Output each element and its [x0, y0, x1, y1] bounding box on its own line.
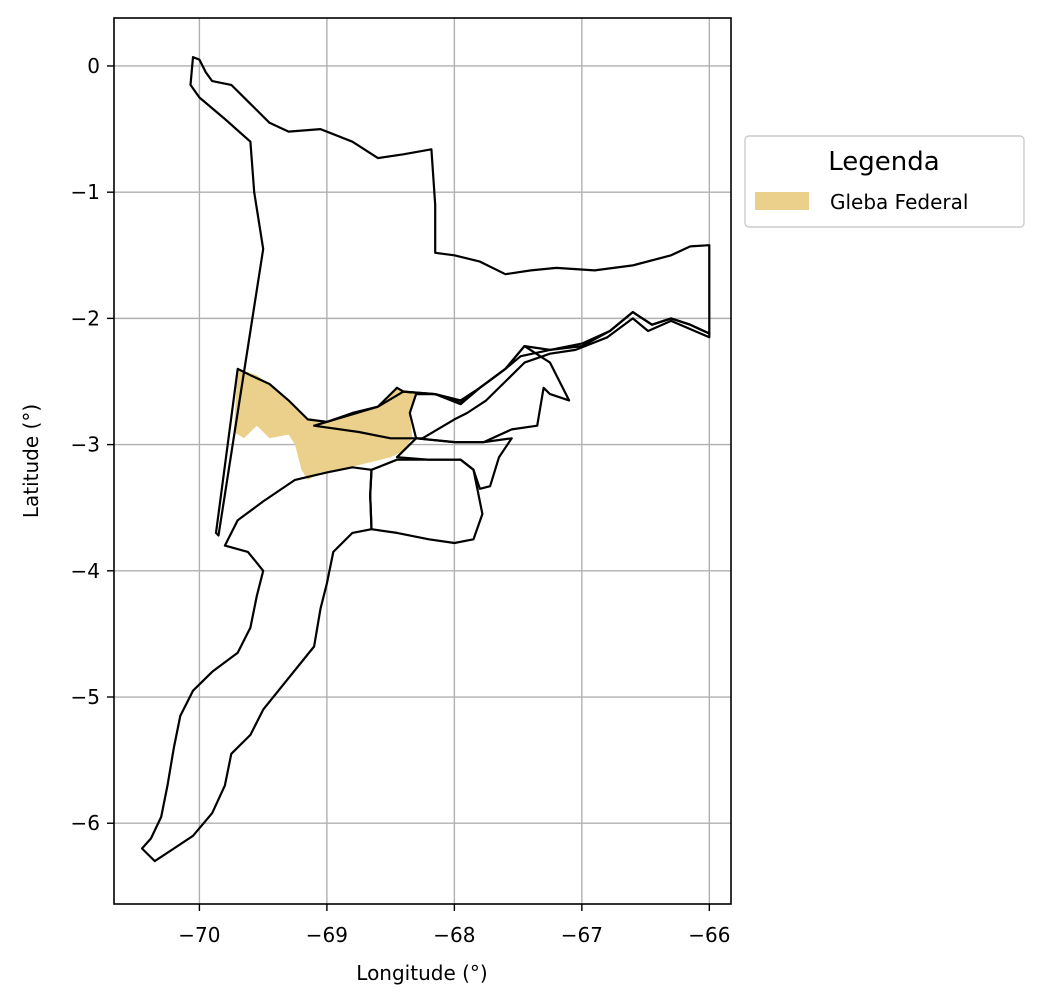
y-axis-ticks: 0 −1 −2 −3 −4 −5 −6	[71, 54, 114, 835]
legend-label-gleba-federal: Gleba Federal	[830, 190, 968, 214]
y-tick-label: −4	[71, 559, 100, 583]
x-tick-label: −68	[433, 923, 475, 947]
east-inner-municipality-boundary	[408, 345, 571, 444]
x-tick-label: −69	[306, 923, 348, 947]
gleba-federal-polygon	[233, 368, 417, 480]
grid-lines	[114, 18, 731, 904]
y-axis-label: Latitude (°)	[19, 404, 43, 518]
plot-frame	[113, 17, 732, 905]
x-tick-label: −67	[561, 923, 603, 947]
y-tick-label: −6	[71, 811, 100, 835]
municipality-boundaries	[140, 56, 711, 863]
north-municipality-boundary	[189, 56, 711, 537]
legend-box	[744, 135, 1025, 228]
y-tick-label: −2	[71, 306, 100, 330]
legend-title: Legenda	[828, 147, 939, 177]
gleba-federal-area	[233, 368, 417, 480]
south-municipality-boundary	[140, 466, 373, 863]
x-axis-label: Longitude (°)	[356, 961, 487, 985]
y-tick-label: −5	[71, 685, 100, 709]
x-tick-label: −66	[688, 923, 730, 947]
x-axis-ticks: −70 −69 −68 −67 −66	[178, 904, 730, 947]
legend-swatch-gleba-federal	[755, 192, 809, 210]
y-tick-label: −3	[71, 433, 100, 457]
legend: Legenda Gleba Federal	[744, 135, 1025, 228]
south-middle-municipality-boundary	[369, 458, 484, 545]
y-tick-label: 0	[87, 54, 100, 78]
x-tick-label: −70	[178, 923, 220, 947]
y-tick-label: −1	[71, 180, 100, 204]
